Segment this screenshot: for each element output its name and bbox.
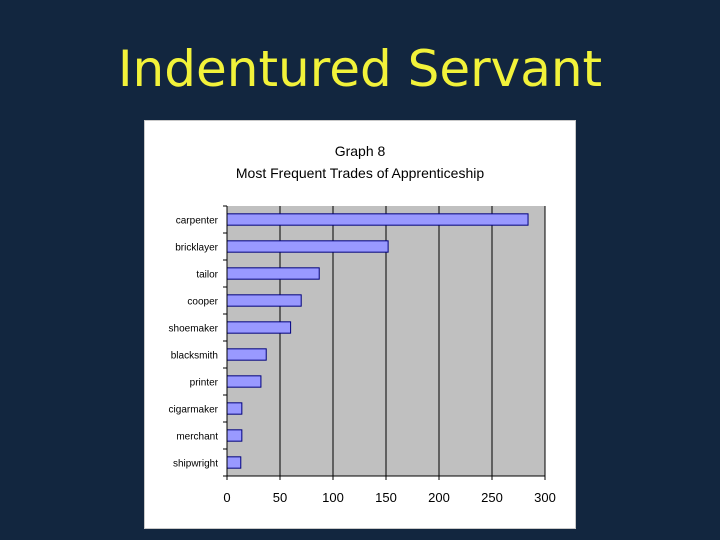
bar xyxy=(226,375,262,388)
y-tick-label: shoemaker xyxy=(169,324,219,335)
bar xyxy=(226,348,267,361)
y-tick-label: bricklayer xyxy=(175,243,218,254)
bar-chart: Graph 8 Most Frequent Trades of Apprenti… xyxy=(169,143,556,506)
y-tick-label: tailor xyxy=(196,270,218,281)
chart-subtitle: Most Frequent Trades of Apprenticeship xyxy=(236,165,484,181)
x-tick-label: 100 xyxy=(322,490,344,505)
y-tick-label: cooper xyxy=(187,297,218,308)
y-tick-label: carpenter xyxy=(176,216,219,227)
x-tick-label: 300 xyxy=(534,490,556,505)
bar xyxy=(226,402,243,415)
y-tick-label: merchant xyxy=(176,432,218,443)
bar xyxy=(226,321,292,334)
bar xyxy=(226,429,243,442)
y-tick-label: cigarmaker xyxy=(169,405,219,416)
bar xyxy=(226,456,242,469)
x-tick-label: 250 xyxy=(481,490,503,505)
slide-title: Indentured Servant xyxy=(117,40,603,98)
y-tick-label: printer xyxy=(190,378,219,389)
chart-title: Graph 8 xyxy=(335,143,386,159)
bar xyxy=(226,267,320,280)
x-tick-label: 50 xyxy=(273,490,287,505)
bar xyxy=(226,294,302,307)
chart-container: Graph 8 Most Frequent Trades of Apprenti… xyxy=(144,120,576,529)
x-tick-label: 0 xyxy=(223,490,230,505)
y-tick-label: shipwright xyxy=(173,459,218,470)
x-tick-label: 200 xyxy=(428,490,450,505)
axes xyxy=(223,205,546,480)
bar xyxy=(226,213,529,226)
labels: 0 50 100 150 200 250 300 carpenter bricklayer tai… xyxy=(169,216,556,506)
bar xyxy=(226,240,389,253)
y-tick-label: blacksmith xyxy=(171,351,218,362)
x-tick-label: 150 xyxy=(375,490,397,505)
